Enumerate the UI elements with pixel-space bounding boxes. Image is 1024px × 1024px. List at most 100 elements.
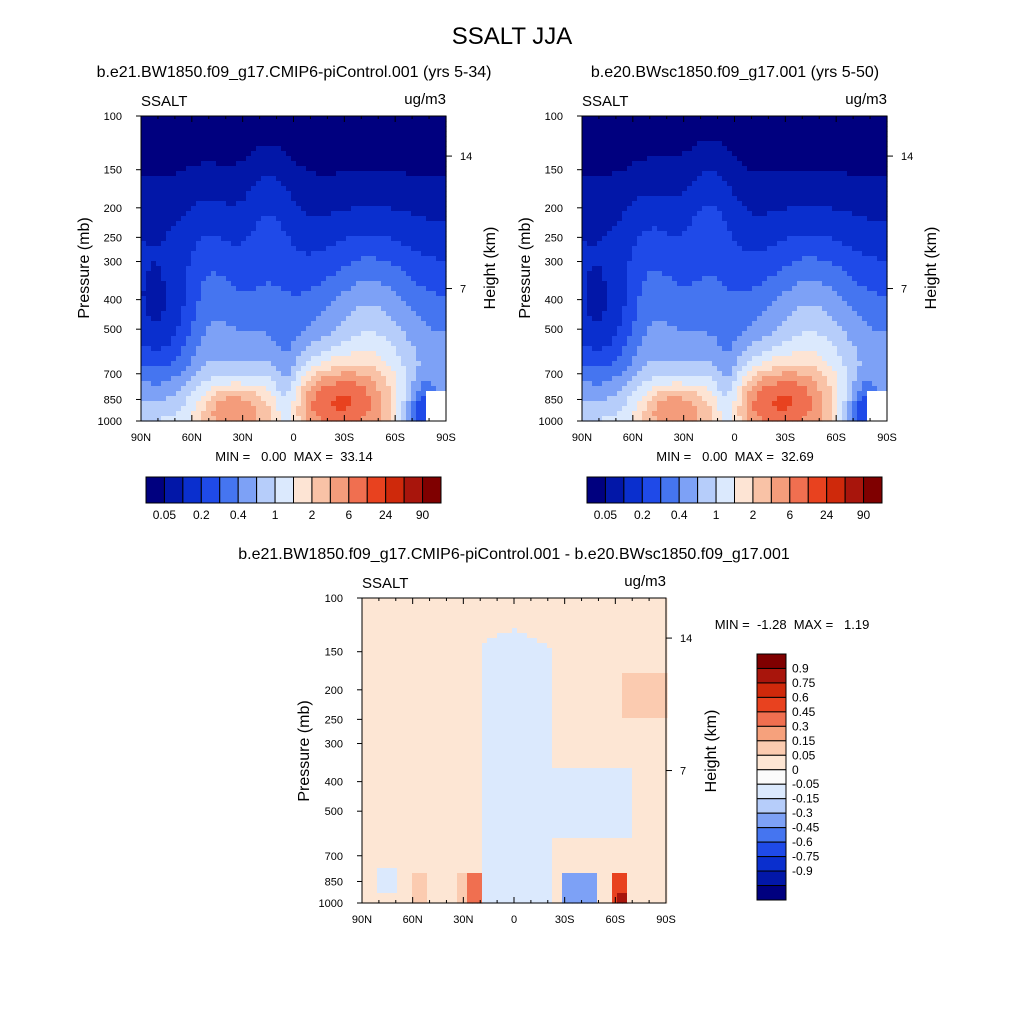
panel-1-cell-1003 — [221, 251, 227, 257]
panel-1-cell-3413 — [416, 406, 422, 412]
panel-1-cell-2823 — [371, 201, 377, 207]
panel-1-cell-3558 — [431, 216, 437, 222]
panel-1-cell-2942 — [381, 186, 387, 192]
panel-1-cell-2604 — [351, 326, 357, 332]
panel-1-cell-2033 — [306, 216, 312, 222]
panel-1-cell-189 — [156, 146, 162, 152]
panel-2-left-label: SSALT — [582, 93, 628, 110]
panel-1-cell-3388 — [416, 281, 422, 287]
panel-1-cell-2009 — [301, 401, 307, 407]
panel-2-cell-355 — [607, 366, 613, 372]
panel-1-cell-180 — [151, 406, 157, 412]
panel-1-cell-2618 — [351, 396, 357, 402]
panel-1-cell-2485 — [341, 341, 347, 347]
panel-1-cell-513 — [181, 241, 187, 247]
panel-2-cell-989 — [662, 181, 668, 187]
panel-2-cell-513 — [622, 241, 628, 247]
panel-1-cell-72 — [146, 171, 152, 177]
panel-1-cell-2418 — [336, 311, 342, 317]
panel-2-cell-562 — [627, 181, 633, 187]
panel-1-cell-5 — [141, 141, 147, 147]
panel-2-cell-847 — [647, 386, 653, 392]
panel-1-cell-1159 — [236, 116, 242, 122]
panel-1-cell-3180 — [401, 156, 407, 162]
panel-1-cell-22 — [141, 226, 147, 232]
panel-1-cell-904 — [211, 366, 217, 372]
panel-2-cell-1150 — [672, 376, 678, 382]
panel-2-cell-1031 — [662, 391, 668, 397]
panel-1-cell-3213 — [401, 321, 407, 327]
panel-1-cell-1624 — [271, 306, 277, 312]
panel-1-cell-2092 — [311, 206, 317, 212]
panel-2-cell-324 — [607, 211, 613, 217]
panel-1-cell-2677 — [356, 386, 362, 392]
panel-1-cell-59 — [141, 411, 147, 417]
panel-1-cell-844 — [206, 371, 212, 377]
panel-1-cell-1994 — [301, 326, 307, 332]
panel-1-cell-2643 — [356, 216, 362, 222]
panel-1-cell-1490 — [261, 246, 267, 252]
panel-1-colorbar-box-12 — [366, 476, 387, 504]
panel-1-cell-2466 — [341, 246, 347, 252]
panel-2-cell-203 — [597, 216, 603, 222]
panel-1-cell-313 — [166, 156, 172, 162]
panel-1-cell-2749 — [366, 136, 372, 142]
panel-2-cell-675 — [637, 136, 643, 142]
panel-2-cell-424 — [612, 406, 618, 412]
panel-1-cell-672 — [196, 121, 202, 127]
panel-1-cell-2917 — [376, 366, 382, 372]
panel-1-cell-184 — [156, 121, 162, 127]
panel-1-cell-1832 — [291, 126, 297, 132]
panel-1-cell-3442 — [421, 246, 427, 252]
panel-1-cell-549 — [186, 116, 192, 122]
panel-2-cell-969 — [657, 386, 663, 392]
panel-2-cell-306 — [607, 121, 613, 127]
panel-2-cell-984 — [662, 156, 668, 162]
panel-1-cell-221 — [156, 306, 162, 312]
panel-1-cell-700 — [196, 261, 202, 267]
panel-2-cell-75 — [587, 186, 593, 192]
panel-1-cell-2310 — [326, 381, 332, 387]
panel-2-cell-601 — [627, 376, 633, 382]
panel-1-cell-2883 — [376, 196, 382, 202]
panel-2-cell-1042 — [667, 141, 673, 147]
panel-2-cell-580 — [627, 271, 633, 277]
panel-2-cell-329 — [607, 236, 613, 242]
panel-2-cell-523 — [622, 291, 628, 297]
panel-2-cell-111 — [587, 366, 593, 372]
panel-1-cell-2295 — [326, 306, 332, 312]
panel-1-cell-702 — [196, 271, 202, 277]
panel-1-cell-2382 — [336, 131, 342, 137]
panel-1-cell-3695 — [441, 291, 447, 297]
panel-1-cell-3270 — [406, 301, 412, 307]
panel-1-cell-2329 — [331, 171, 337, 177]
panel-2-cell-132 — [592, 166, 598, 172]
panel-1-cell-65 — [146, 136, 152, 142]
panel-1-cell-2211 — [321, 191, 327, 197]
panel-1-cell-1999 — [301, 351, 307, 357]
panel-1-cell-941 — [216, 246, 222, 252]
panel-1-colorbar-box-5 — [237, 476, 258, 504]
panel-1-cell-580 — [186, 271, 192, 277]
panel-1-colorbar-box-10 — [329, 476, 350, 504]
panel-1-cell-2816 — [371, 166, 377, 172]
panel-1-cell-314 — [166, 161, 172, 167]
panel-1-cell-90 — [146, 261, 152, 267]
panel-2-cell-514 — [622, 246, 628, 252]
panel-1-cell-94 — [146, 281, 152, 287]
panel-2-cell-84 — [587, 231, 593, 237]
panel-1-cell-239 — [156, 396, 162, 402]
panel-1-cell-2803 — [366, 406, 372, 412]
panel-1-cell-272 — [161, 256, 167, 262]
panel-1-cell-527 — [181, 311, 187, 317]
panel-1-cell-515 — [181, 251, 187, 257]
panel-2-cell-741 — [642, 161, 648, 167]
panel-1-cell-695 — [196, 236, 202, 242]
panel-2-cell-419 — [612, 381, 618, 387]
panel-1-cell-1319 — [246, 306, 252, 312]
panel-1-cell-0 — [141, 116, 147, 122]
panel-1-cell-1777 — [286, 156, 292, 162]
panel-1-cell-880 — [211, 246, 217, 252]
panel-1-cell-742 — [201, 166, 207, 172]
panel-1-cell-1361 — [251, 211, 257, 217]
